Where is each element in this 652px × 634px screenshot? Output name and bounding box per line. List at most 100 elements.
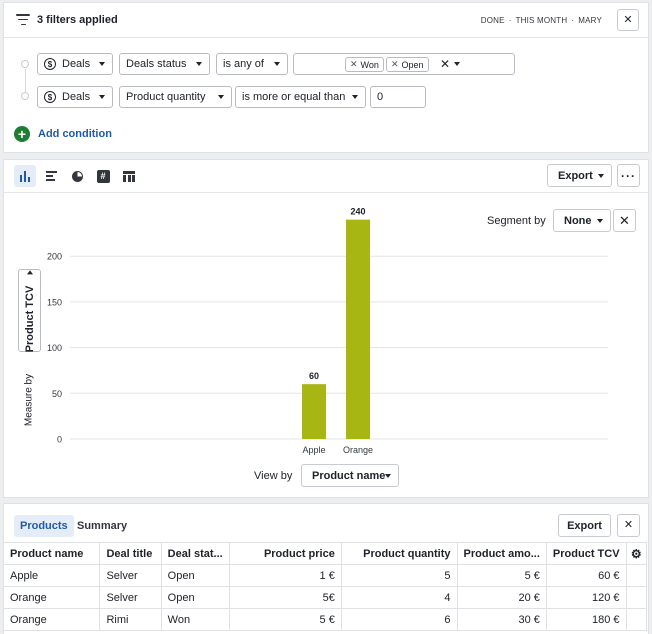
filters-summary: DONE · THIS MONTH · MARY [481,16,602,25]
remove-chip-icon[interactable]: ✕ [350,59,358,69]
segment-by-select[interactable]: None [553,209,611,232]
number-view-button[interactable]: # [92,165,114,187]
chevron-down-icon [385,474,391,478]
data-label: 240 [350,207,365,217]
chevron-icon [26,270,33,275]
field-select-label: Product quantity [126,91,206,103]
entity-select-1[interactable]: $ Deals [37,53,113,75]
y-tick-label: 100 [47,343,62,353]
operator-select-2[interactable]: is more or equal than [235,86,366,108]
tab-products[interactable]: Products [14,515,74,537]
value-chip-won[interactable]: ✕ Won [345,57,384,72]
cell-product-name: Orange [2,608,101,631]
chevron-down-icon[interactable] [454,62,460,66]
number-icon: # [96,169,110,183]
more-options-button[interactable]: ··· [617,164,640,187]
chart-export-button[interactable]: Export [547,164,612,187]
chevron-down-icon [99,95,105,99]
column-header[interactable]: Product quantity [340,542,458,565]
condition-connector [24,69,26,92]
clear-values-icon[interactable]: ✕ [440,57,451,71]
cell-empty [625,564,648,587]
bar-chart-view-button[interactable] [14,165,36,187]
condition-dot [21,92,29,100]
x-tick-label: Apple [302,445,325,455]
table-row[interactable]: Orange Rimi Won 5 € 6 30 € 180 € [2,608,648,631]
deal-currency-icon: $ [44,91,56,103]
remove-chip-icon[interactable]: ✕ [391,59,399,69]
cell-product-quantity: 4 [340,586,458,609]
table-export-button[interactable]: Export [558,514,611,537]
column-header[interactable]: Product amo... [456,542,547,565]
summary-owner: MARY [578,16,602,25]
measure-by-select[interactable]: Product TCV [18,269,41,352]
column-header[interactable]: Product name [2,542,101,565]
value-chip-open[interactable]: ✕ Open [386,57,429,72]
table-icon [123,170,135,182]
field-select-1[interactable]: Deals status [119,53,210,75]
bar-chart: 0 50 100 150 200 60 Apple 240 Orange [47,207,608,455]
cell-product-amount: 30 € [456,608,547,631]
y-tick-label: 200 [47,252,62,262]
view-by-value: Product name [312,469,386,482]
operator-select-label: is more or equal than [242,91,346,103]
x-tick-label: Orange [343,445,373,455]
condition-dot [21,60,29,68]
collapse-icon: ✕ [623,13,633,26]
summary-status: DONE [480,16,505,25]
export-label: Export [558,169,593,182]
cell-deal-status: Open [160,564,230,587]
summary-period: THIS MONTH [515,16,568,25]
horizontal-bar-view-button[interactable] [40,165,62,187]
y-tick-label: 0 [57,435,62,445]
measure-by-value: Product TCV [23,285,36,352]
value-multiselect-1[interactable]: ✕ Won ✕ Open ✕ [293,53,515,75]
column-header[interactable]: Deal title [99,542,162,565]
cell-product-amount: 20 € [456,586,547,609]
view-by-label: View by [254,470,293,482]
gear-icon[interactable]: ⚙ [625,542,648,565]
entity-select-2[interactable]: $ Deals [37,86,113,108]
collapse-filters-button[interactable]: ✕ [617,9,639,31]
pie-chart-view-button[interactable] [66,165,88,187]
table-row[interactable]: Orange Selver Open 5€ 4 20 € 120 € [2,586,648,609]
entity-select-label: Deals [62,58,91,70]
field-select-2[interactable]: Product quantity [119,86,232,108]
segment-by-value: None [564,214,592,227]
table-view-button[interactable] [118,165,140,187]
operator-select-label: is any of [223,58,264,70]
filters-title: 3 filters applied [37,14,118,26]
cell-product-quantity: 5 [340,564,458,587]
add-condition-button[interactable]: Add condition [38,128,112,140]
filter-icon[interactable] [16,14,30,26]
close-icon: ✕ [619,212,630,228]
horizontal-bar-icon [45,171,57,181]
chevron-down-icon [352,95,358,99]
chevron-down-icon [597,219,603,223]
chart-toolbar: # Export ··· [4,160,648,193]
cell-empty [625,586,648,609]
cell-deal-title: Selver [99,586,162,609]
summary-sep: · [571,16,575,25]
tab-summary[interactable]: Summary [77,520,128,532]
y-tick-label: 150 [47,297,62,307]
view-by-select[interactable]: Product name [301,464,399,487]
summary-sep: · [508,16,512,25]
add-condition-icon[interactable]: + [14,126,30,142]
cell-product-price: 5 € [228,608,342,631]
operator-select-1[interactable]: is any of [216,53,288,75]
table-header-row: Product name Deal title Deal stat... Pro… [2,542,648,565]
cell-deal-title: Selver [99,564,162,587]
column-header[interactable]: Deal stat... [160,542,230,565]
value-input-2[interactable]: 0 [370,86,426,108]
column-header[interactable]: Product TCV [545,542,627,565]
entity-select-label: Deals [62,91,91,103]
cell-deal-status: Open [160,586,230,609]
filters-header: 3 filters applied DONE · THIS MONTH · MA… [4,3,648,38]
deal-currency-icon: $ [44,58,56,70]
clear-segment-button[interactable]: ✕ [613,209,636,232]
expand-table-button[interactable]: ✕ [617,514,640,537]
products-table: Product name Deal title Deal stat... Pro… [2,542,648,631]
table-row[interactable]: Apple Selver Open 1 € 5 5 € 60 € [2,564,648,587]
column-header[interactable]: Product price [228,542,342,565]
